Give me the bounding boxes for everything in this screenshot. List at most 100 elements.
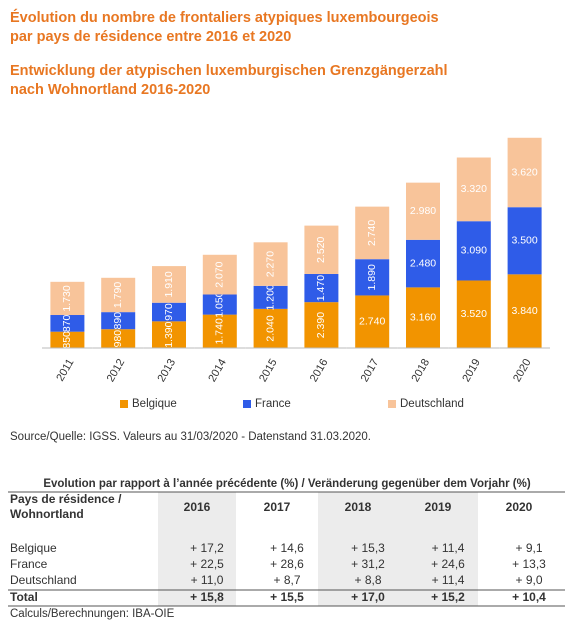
bar-segment <box>50 315 85 332</box>
subtitle-line: nach Wohnortland 2016-2020 <box>10 82 210 98</box>
value-label: 1.740 <box>214 318 226 344</box>
legend-label: France <box>255 398 291 410</box>
bar-segment <box>304 302 339 348</box>
value-label: 2.980 <box>410 205 436 217</box>
bar-segment <box>50 281 85 316</box>
bar-segment <box>253 308 288 348</box>
value-label: 3.840 <box>511 305 537 317</box>
table-header: 2020 <box>506 500 533 514</box>
value-label: 1.730 <box>61 285 73 311</box>
row-label: Total <box>10 590 38 604</box>
bar-segment <box>253 285 288 309</box>
table-cell: + 28,6 <box>270 557 304 571</box>
table-cell: + 15,5 <box>270 590 304 604</box>
table-cell: + 15,2 <box>431 590 465 604</box>
table-cell: + 10,4 <box>512 590 546 604</box>
value-label: 2.740 <box>359 316 385 328</box>
value-label: 970 <box>163 303 175 321</box>
table-cell: + 8,7 <box>273 573 300 587</box>
table-cell: + 31,2 <box>351 557 385 571</box>
bar-segment <box>507 274 542 348</box>
bar-segment <box>456 221 491 281</box>
bar-segment <box>152 321 186 348</box>
column-shade <box>158 492 236 606</box>
bar-segment <box>355 206 390 260</box>
value-label: 2.520 <box>315 236 327 262</box>
bar-segment <box>406 287 440 348</box>
table-cell: + 14,6 <box>270 541 304 555</box>
bar-segment <box>507 137 542 208</box>
bar-segment <box>406 182 440 240</box>
bar-segment <box>253 242 288 286</box>
value-label: 1.200 <box>264 284 276 310</box>
source: Source/Quelle: IGSS. Valeurs au 31/03/20… <box>10 431 371 443</box>
title-line: par pays de résidence entre 2016 et 2020 <box>10 29 291 45</box>
value-label: 870 <box>61 314 73 332</box>
value-label: 1.050 <box>214 291 226 317</box>
table-header: 2019 <box>425 500 452 514</box>
subtitle-line: Entwicklung der atypischen luxemburgisch… <box>10 63 448 79</box>
value-label: 2.480 <box>410 257 436 269</box>
table-cell: + 13,3 <box>512 557 546 571</box>
legend-swatch <box>243 400 251 408</box>
row-label: France <box>10 557 48 571</box>
bar-segment <box>152 302 186 322</box>
bar-segment <box>152 266 186 303</box>
bar-segment <box>406 239 440 288</box>
value-label: 980 <box>112 330 124 348</box>
value-label: 3.620 <box>511 166 537 178</box>
value-label: 1.470 <box>315 275 327 301</box>
bar-segment <box>202 254 237 295</box>
value-label: 890 <box>112 312 124 330</box>
bar-segment <box>101 329 136 348</box>
table-cell: + 9,1 <box>515 541 542 555</box>
value-label: 2.740 <box>366 220 378 246</box>
legend-swatch <box>120 400 128 408</box>
value-label: 1.890 <box>366 264 378 290</box>
value-label: 1.390 <box>163 321 175 347</box>
table-title: Evolution par rapport à l’année précéden… <box>43 478 531 490</box>
value-label: 850 <box>61 331 73 349</box>
row-label: Belgique <box>10 541 57 555</box>
table-header: 2016 <box>184 500 211 514</box>
value-label: 3.090 <box>461 245 487 257</box>
table-header: 2018 <box>345 500 372 514</box>
column-shade <box>318 492 398 606</box>
value-label: 1.790 <box>112 282 124 308</box>
value-label: 2.040 <box>264 315 276 341</box>
value-label: 3.520 <box>461 308 487 320</box>
bar-segment <box>304 273 339 303</box>
bar-segment <box>355 295 390 348</box>
value-label: 3.320 <box>461 183 487 195</box>
legend-label: Deutschland <box>400 398 464 410</box>
bar-segment <box>456 280 491 348</box>
bar-segment <box>456 157 491 222</box>
table-header: Pays de résidence / <box>10 492 122 506</box>
legend-swatch <box>388 400 396 408</box>
legend-label: Belgique <box>132 398 177 410</box>
bar-segment <box>507 207 542 275</box>
value-label: 2.390 <box>315 312 327 338</box>
bar-segment <box>101 312 136 330</box>
table-cell: + 9,0 <box>515 573 542 587</box>
bar-segment <box>202 314 237 348</box>
table-cell: + 15,8 <box>190 590 224 604</box>
table-cell: + 11,0 <box>191 573 224 587</box>
table-header: Wohnortland <box>10 507 84 521</box>
bar-segment <box>304 225 339 274</box>
column-shade <box>398 492 478 606</box>
bar-segment <box>50 331 85 348</box>
table-cell: + 24,6 <box>431 557 465 571</box>
table-cell: + 17,2 <box>190 541 224 555</box>
value-label: 3.160 <box>410 311 436 323</box>
bar-segment <box>101 277 136 313</box>
table-cell: + 17,0 <box>351 590 385 604</box>
row-label: Deutschland <box>10 573 77 587</box>
bar-segment <box>355 259 390 296</box>
footer: Calculs/Berechnungen: IBA-OIE <box>10 608 175 620</box>
table-header: 2017 <box>264 500 291 514</box>
value-label: 2.070 <box>214 261 226 287</box>
table-cell: + 22,5 <box>190 557 224 571</box>
title-line: Évolution du nombre de frontaliers atypi… <box>10 9 439 26</box>
